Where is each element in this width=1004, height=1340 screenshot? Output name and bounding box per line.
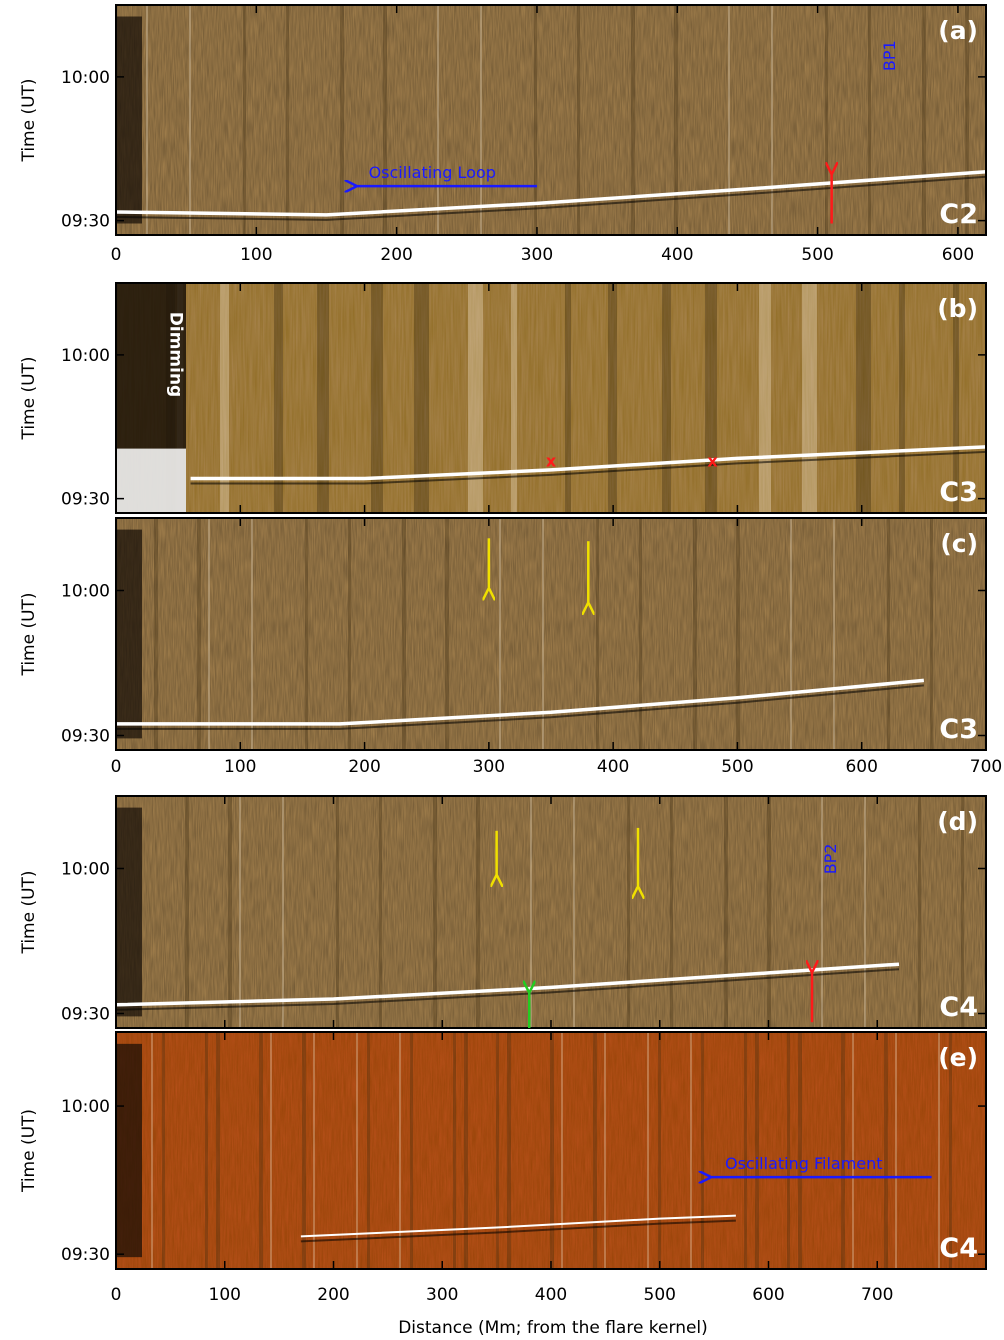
panel-texture bbox=[116, 518, 986, 750]
y-axis-title: Time (UT) bbox=[19, 356, 39, 440]
x-tick-label: 400 bbox=[535, 1285, 567, 1305]
x-tick-label: 100 bbox=[224, 757, 256, 777]
y-tick-label: 10:00 bbox=[61, 68, 110, 88]
wave-front-trace bbox=[300, 1214, 736, 1238]
bp-label: BP2 bbox=[821, 843, 840, 874]
wave-front-trace bbox=[115, 170, 987, 217]
wave-front-trace bbox=[116, 678, 925, 726]
x-tick-label: 0 bbox=[111, 245, 122, 265]
y-tick-label: 09:30 bbox=[61, 1245, 110, 1265]
x-tick-label: 100 bbox=[209, 1285, 241, 1305]
x-tick-label: 300 bbox=[473, 757, 505, 777]
wave-front-trace bbox=[190, 445, 987, 481]
annotation-label: Oscillating Loop bbox=[369, 163, 496, 182]
kernel-saturation bbox=[116, 1043, 142, 1258]
x-tick-label: 600 bbox=[845, 757, 877, 777]
kernel-saturation bbox=[116, 807, 142, 1017]
panel-texture bbox=[116, 5, 986, 235]
x-tick-label: 700 bbox=[861, 1285, 893, 1305]
channel-tag: C3 bbox=[939, 477, 978, 508]
y-tick-label: 09:30 bbox=[61, 1005, 110, 1025]
panel-b: 09:30 10:00 Time (UT) (b) C3 Dimming x x bbox=[19, 282, 987, 514]
panel-tag: (e) bbox=[938, 1043, 978, 1072]
panel-tag: (a) bbox=[938, 16, 978, 45]
panel-texture bbox=[116, 796, 986, 1028]
x-axis-title: Distance (Mm; from the flare kernel) bbox=[398, 1318, 708, 1338]
x-tick-label: 600 bbox=[752, 1285, 784, 1305]
x-tick-label: 500 bbox=[644, 1285, 676, 1305]
annotation-label: Oscillating Filament bbox=[725, 1154, 883, 1173]
x-tick-label: 0 bbox=[111, 757, 122, 777]
x-tick-label: 500 bbox=[801, 245, 833, 265]
kernel-saturation bbox=[116, 16, 142, 224]
x-tick-label: 200 bbox=[317, 1285, 349, 1305]
x-marker: x bbox=[707, 451, 718, 470]
annotation-label: Dimming bbox=[166, 312, 186, 397]
panel-c: 09:30 10:00 Time (UT) 0 100 200 300 400 500 600 70… bbox=[19, 517, 1002, 777]
panel-streaks bbox=[151, 1032, 952, 1269]
y-tick-label: 09:30 bbox=[61, 490, 110, 510]
panel-streaks bbox=[146, 5, 969, 235]
panel-frame bbox=[115, 4, 987, 236]
channel-tag: C2 bbox=[939, 199, 978, 230]
y-tick-label: 10:00 bbox=[61, 346, 110, 366]
x-tick-label: 400 bbox=[661, 245, 693, 265]
y-tick-label: 09:30 bbox=[61, 727, 110, 747]
x-tick-label: 0 bbox=[111, 1285, 122, 1305]
panel-d: 09:30 10:00 Time (UT) (d) C4 BP2 bbox=[19, 795, 987, 1029]
y-axis-title: Time (UT) bbox=[19, 870, 39, 954]
x-tick-label: 300 bbox=[521, 245, 553, 265]
y-tick-label: 09:30 bbox=[61, 212, 110, 232]
channel-tag: C4 bbox=[939, 1233, 978, 1264]
panel-tag: (d) bbox=[937, 807, 978, 836]
panel-e: 09:30 10:00 Time (UT) 0 100 200 300 400 500 600 70… bbox=[19, 1031, 987, 1305]
y-axis-title: Time (UT) bbox=[19, 592, 39, 676]
x-tick-label: 200 bbox=[348, 757, 380, 777]
bp-label: BP1 bbox=[880, 40, 899, 71]
x-tick-label: 600 bbox=[942, 245, 974, 265]
channel-tag: C3 bbox=[939, 714, 978, 745]
y-axis-title: Time (UT) bbox=[19, 78, 39, 162]
panel-tag: (c) bbox=[940, 529, 978, 558]
panel-streaks bbox=[154, 518, 933, 750]
x-tick-label: 100 bbox=[240, 245, 272, 265]
channel-tag: C4 bbox=[939, 992, 978, 1023]
panel-frame bbox=[115, 517, 987, 751]
x-tick-label: 200 bbox=[380, 245, 412, 265]
panel-streaks bbox=[185, 796, 964, 1028]
kernel-saturation bbox=[116, 529, 142, 739]
x-tick-label: 700 bbox=[970, 757, 1002, 777]
x-tick-label: 500 bbox=[721, 757, 753, 777]
y-tick-label: 10:00 bbox=[61, 1097, 110, 1117]
x-tick-label: 300 bbox=[426, 1285, 458, 1305]
x-marker: x bbox=[546, 451, 557, 470]
y-tick-label: 10:00 bbox=[61, 582, 110, 602]
x-tick-label: 400 bbox=[597, 757, 629, 777]
y-tick-label: 10:00 bbox=[61, 860, 110, 880]
y-axis-title: Time (UT) bbox=[19, 1109, 39, 1193]
panel-frame bbox=[115, 282, 987, 514]
panel-tag: (b) bbox=[937, 294, 978, 323]
panel-a: 09:30 10:00 Time (UT) 0 100 200 300 400 500 600 (a… bbox=[19, 4, 987, 265]
